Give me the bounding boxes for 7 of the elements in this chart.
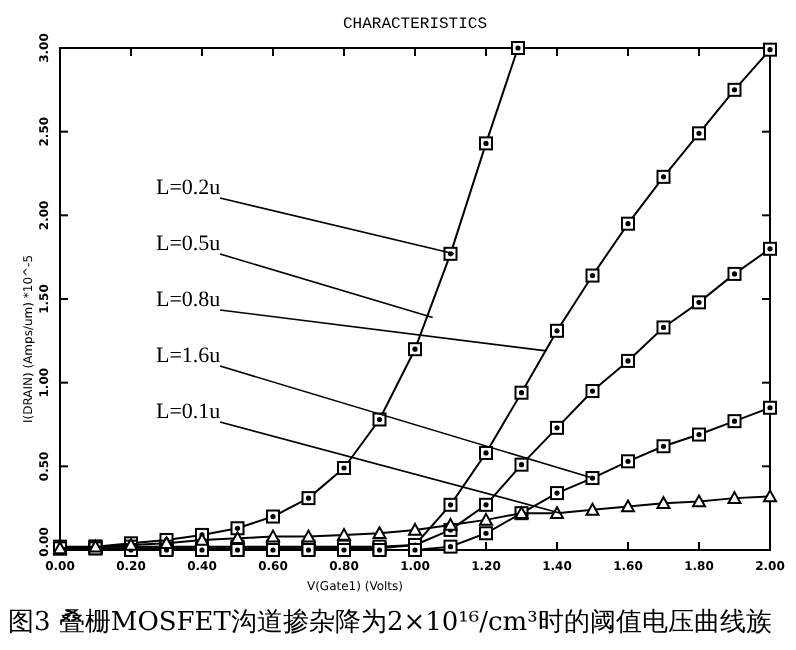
annotation: L=1.6u [156,344,222,368]
annotation: L=0.5u [156,232,222,256]
chart-title: CHARACTERISTICS [342,16,488,34]
caption: 图3 叠栅MOSFET沟道掺杂降为2×10¹⁶/cm³时的阈值电压曲线族 [8,608,772,638]
annotation: L=0.8u [156,288,222,312]
annotation: L=0.2u [156,176,222,200]
annotation: L=0.1u [156,400,222,424]
